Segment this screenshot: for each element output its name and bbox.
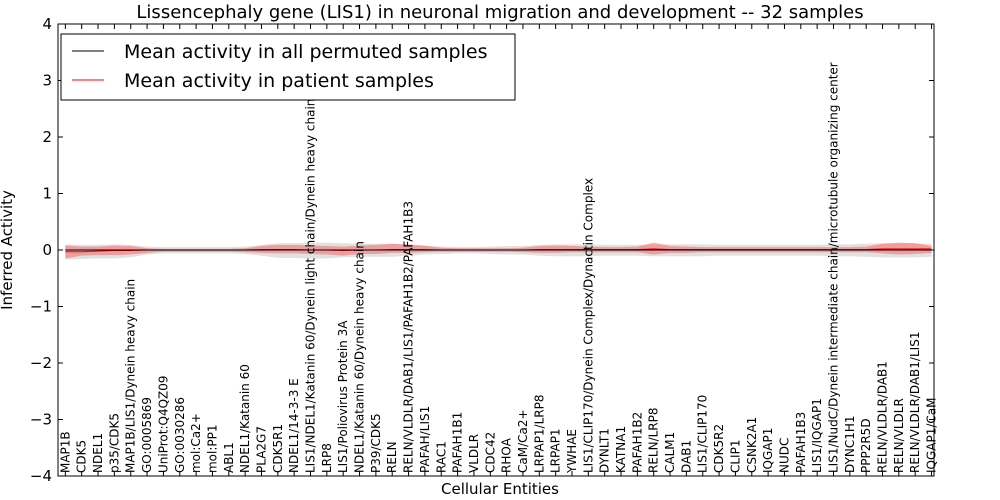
x-tick-label: YWHAE xyxy=(565,429,579,474)
x-tick-label: DYNLT1 xyxy=(598,428,612,473)
x-tick-label: DYNC1H1 xyxy=(843,415,857,473)
y-tick-label: 3 xyxy=(42,72,52,90)
x-tick-label: CDK5 xyxy=(75,440,89,473)
x-tick-label: CLIP1 xyxy=(728,440,742,473)
x-tick-label: LIS1/CLIP170 xyxy=(696,395,710,473)
x-tick-label: mol:Ca2+ xyxy=(189,413,203,473)
x-tick-label: DAB1 xyxy=(679,440,693,473)
x-tick-label: PAFAH/LIS1 xyxy=(418,406,432,473)
y-tick-label: 0 xyxy=(42,241,52,259)
x-tick-label: RAC1 xyxy=(434,441,448,473)
confidence-bands xyxy=(65,242,932,260)
y-tick-label: 2 xyxy=(42,128,52,146)
x-tick-label: NDEL1/Katanin 60/Dynein heavy chain xyxy=(353,241,367,473)
chart-title: Lissencephaly gene (LIS1) in neuronal mi… xyxy=(136,2,863,23)
y-axis-label: Inferred Activity xyxy=(0,190,16,310)
x-axis-label: Cellular Entities xyxy=(441,480,559,498)
legend-box xyxy=(60,33,516,101)
x-tick-label: NUDC xyxy=(777,438,791,473)
y-tick-label: −4 xyxy=(30,467,52,485)
band-series-0 xyxy=(65,242,932,260)
x-tick-label: CaM/Ca2+ xyxy=(516,409,530,473)
x-tick-label: P39/CDK5 xyxy=(369,413,383,473)
x-tick-label: MAP1B xyxy=(58,431,72,473)
y-axis: −4 −3 −2 −1 0 1 2 3 4 xyxy=(30,15,934,485)
y-tick-label: −1 xyxy=(30,298,52,316)
x-tick-label: RELN/VLDLR/DAB1 xyxy=(876,361,890,473)
x-tick-label: RELN xyxy=(385,441,399,473)
series-lines xyxy=(65,248,932,253)
x-tick-label: LRPAP1/LRP8 xyxy=(532,394,546,473)
x-tick-label: NDEL1 xyxy=(91,433,105,473)
y-tick-label: 1 xyxy=(42,185,52,203)
x-tick-label: LIS1/NDEL1/Katanin 60/Dynein light chain… xyxy=(304,99,318,473)
x-tick-label: p35/CDK5 xyxy=(107,413,121,473)
x-tick-label: PAFAH1B1 xyxy=(451,412,465,473)
x-tick-label: CDK5R1 xyxy=(271,424,285,473)
x-tick-label: LIS1/NudC/Dynein intermediate chain/micr… xyxy=(826,62,840,473)
legend-label-patient: Mean activity in patient samples xyxy=(124,70,434,92)
x-tick-label: CDK5R2 xyxy=(712,424,726,473)
legend: Mean activity in all permuted samples Me… xyxy=(60,33,516,101)
y-tick-label: 4 xyxy=(42,15,52,33)
x-tick-label: mol:PP1 xyxy=(205,424,219,473)
x-tick-label: RHOA xyxy=(500,437,514,473)
x-tick-label: RELN/VLDLR xyxy=(892,398,906,473)
x-tick-label: PAFAH1B2 xyxy=(630,412,644,473)
x-tick-label: LRPAP1 xyxy=(549,428,563,473)
x-tick-label: CALM1 xyxy=(663,432,677,473)
x-tick-label: VLDLR xyxy=(467,434,481,473)
x-tick-label: NDEL1/Katanin 60 xyxy=(238,364,252,473)
x-tick-label: NDEL1/14-3-3 E xyxy=(287,378,301,473)
band-series-1 xyxy=(65,242,932,259)
x-tick-label: LIS1/CLIP170/Dynein Complex/Dynactin Com… xyxy=(581,178,595,473)
x-tick-label: GO:0030286 xyxy=(173,397,187,473)
x-tick-label: UniProt:Q4QZ09 xyxy=(156,375,170,473)
x-axis: MAP1B CDK5 NDEL1 p35/CDK5 MAP1B/LIS1/Dynein … xyxy=(58,24,939,476)
x-tick-label: MAP1B/LIS1/Dynein heavy chain xyxy=(124,279,138,473)
x-tick-label: IQGAP1 xyxy=(761,428,775,473)
x-tick-label: RELN/VLDLR/DAB1/LIS1 xyxy=(908,332,922,473)
x-tick-label: GO:0005869 xyxy=(140,397,154,473)
x-tick-label: LIS1/Poliovirus Protein 3A xyxy=(336,320,350,473)
x-tick-label: LIS1/IQGAP1 xyxy=(810,398,824,473)
x-tick-label: ABL1 xyxy=(222,442,236,473)
y-tick-label: −2 xyxy=(30,354,52,372)
x-tick-label: KATNA1 xyxy=(614,426,628,473)
x-tick-label: RELN/VLDLR/DAB1/LIS1/PAFAH1B2/PAFAH1B3 xyxy=(402,201,416,473)
x-tick-label: PLA2G7 xyxy=(254,426,268,473)
x-tick-label: CSNK2A1 xyxy=(745,417,759,473)
x-tick-label: IQGAP1/CaM xyxy=(925,398,939,474)
x-tick-label: LRP8 xyxy=(320,443,334,473)
y-tick-label: −3 xyxy=(30,411,52,429)
x-tick-label: PAFAH1B3 xyxy=(794,412,808,473)
x-tick-label: CDC42 xyxy=(483,432,497,473)
legend-label-permuted: Mean activity in all permuted samples xyxy=(124,41,487,63)
x-tick-label: RELN/LRP8 xyxy=(647,407,661,473)
x-tick-label: PPP2R5D xyxy=(859,418,873,473)
